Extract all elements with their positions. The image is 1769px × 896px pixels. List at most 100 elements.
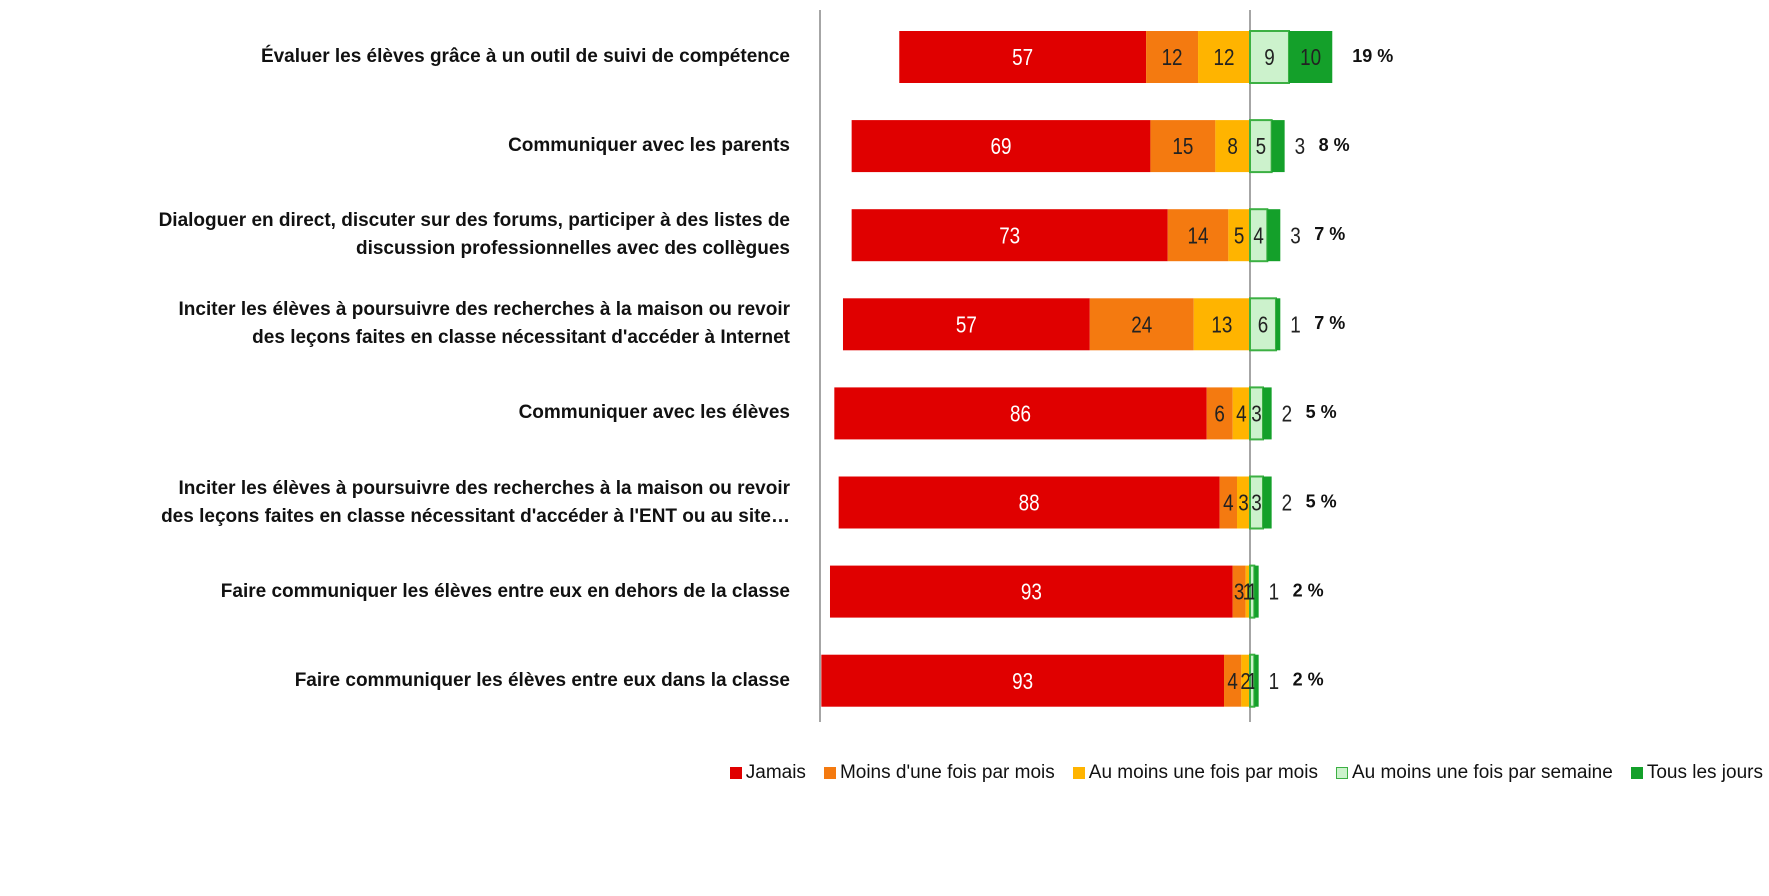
bar-segment: [1228, 209, 1250, 262]
data-label: 1: [1269, 669, 1279, 694]
bar-segment: [1215, 120, 1250, 173]
bar-segment: [1232, 565, 1246, 618]
bar-segment: [1245, 565, 1250, 618]
category-label: Évaluer les élèves grâce à un outil de s…: [260, 46, 790, 67]
legend-swatch: [729, 767, 742, 779]
legend-label: Tous les jours: [1646, 762, 1763, 783]
total-label: 8 %: [1319, 135, 1350, 155]
bar-segment: [1267, 209, 1281, 262]
legend: Jamais Moins d'une fois par mois Au moins …: [729, 762, 1763, 784]
total-label: 5 %: [1306, 491, 1337, 511]
legend-label: Moins d'une fois par mois: [839, 762, 1055, 783]
legend-item: Au moins une fois par semaine: [1335, 762, 1613, 784]
bar-segment: [1249, 297, 1277, 352]
data-label: 14: [1188, 224, 1209, 249]
bar-segment: [1237, 476, 1250, 529]
data-label: 4: [1223, 491, 1234, 516]
data-label: 2: [1282, 491, 1292, 516]
data-label: 9: [1264, 45, 1274, 70]
bar-segment: [1150, 120, 1216, 173]
bar-segment: [1288, 31, 1333, 83]
legend-label: Au moins une fois par semaine: [1351, 762, 1613, 783]
data-label: 93: [1012, 669, 1033, 694]
bar-segment: [834, 387, 1207, 440]
data-label: 4: [1227, 669, 1238, 694]
data-label: 1: [1269, 580, 1279, 605]
legend-swatch: [1335, 767, 1348, 779]
bar-segment: [1271, 120, 1285, 173]
data-label: 15: [1172, 134, 1193, 159]
bar-segment: [821, 654, 1225, 707]
category-label: Inciter les élèves à poursuivre des rech…: [161, 477, 790, 527]
bar-segment: [1254, 565, 1259, 618]
bar-segment: [1089, 298, 1194, 351]
bar-segment: [1193, 298, 1250, 351]
data-label: 4: [1236, 402, 1247, 427]
category-label: Communiquer avec les élèves: [518, 402, 790, 424]
bar-segment: [842, 298, 1090, 351]
data-label: 3: [1295, 134, 1305, 159]
data-label: 2: [1240, 669, 1250, 694]
category-label: Faire communiquer les élèves entre eux e…: [220, 580, 790, 602]
data-label: 1: [1247, 669, 1257, 694]
bar-segment: [1167, 209, 1229, 262]
data-label: 3: [1234, 580, 1244, 605]
data-label: 4: [1253, 224, 1264, 249]
legend-item: Au moins une fois par mois: [1072, 762, 1318, 784]
total-label: 2 %: [1293, 580, 1324, 600]
data-label: 5: [1256, 134, 1266, 159]
data-label: 5: [1234, 224, 1244, 249]
data-label: 2: [1282, 402, 1292, 427]
legend-label: Au moins une fois par mois: [1088, 762, 1318, 783]
data-label: 6: [1258, 313, 1268, 338]
bar-segment: [1262, 387, 1272, 440]
bar-segment: [1275, 298, 1281, 351]
bar-segment: [829, 565, 1233, 618]
data-label: 6: [1214, 402, 1224, 427]
category-label: Faire communiquer les élèves entre eux d…: [294, 669, 790, 691]
data-label: 88: [1019, 491, 1040, 516]
legend-swatch: [823, 767, 836, 779]
total-label: 2 %: [1293, 669, 1324, 689]
category-label: Dialoguer en direct, discuter sur des fo…: [158, 210, 790, 260]
bar-segment: [1206, 387, 1233, 440]
legend-swatch: [1072, 767, 1085, 779]
data-label: 57: [956, 313, 977, 338]
total-label: 19 %: [1352, 46, 1393, 66]
bar-segment: [899, 31, 1147, 83]
bar-segment: [1232, 387, 1250, 440]
bar-segment: [1262, 476, 1272, 529]
data-label: 1: [1247, 580, 1257, 605]
total-label: 7 %: [1314, 313, 1345, 333]
category-label: Inciter les élèves à poursuivre des rech…: [178, 299, 790, 349]
bar-segment: [838, 476, 1220, 529]
data-label: 3: [1251, 491, 1261, 516]
data-label: 24: [1131, 313, 1152, 338]
bar-segment: [851, 120, 1151, 173]
data-label: 12: [1214, 45, 1235, 70]
data-label: 8: [1227, 134, 1237, 159]
data-label: 86: [1010, 402, 1031, 427]
data-label: 57: [1012, 45, 1033, 70]
data-label: 3: [1290, 224, 1300, 249]
data-label: 3: [1238, 491, 1248, 516]
legend-item: Tous les jours: [1630, 762, 1763, 784]
data-label: 73: [999, 224, 1020, 249]
bar-segment: [1254, 654, 1259, 707]
legend-item: Moins d'une fois par mois: [823, 762, 1055, 784]
data-label: 1: [1290, 313, 1300, 338]
data-label: 69: [991, 134, 1012, 159]
bar-segment: [851, 209, 1168, 262]
bar-segment: [1224, 654, 1242, 707]
legend-item: Jamais: [729, 762, 806, 784]
total-label: 5 %: [1306, 402, 1337, 422]
data-label: 93: [1021, 580, 1042, 605]
data-label: 12: [1162, 45, 1183, 70]
data-label: 10: [1300, 45, 1321, 70]
bar-segment: [1249, 30, 1290, 84]
data-label: 1: [1243, 580, 1253, 605]
total-label: 7 %: [1314, 224, 1345, 244]
category-label: Communiquer avec les parents: [508, 135, 790, 157]
data-label: 3: [1251, 402, 1261, 427]
